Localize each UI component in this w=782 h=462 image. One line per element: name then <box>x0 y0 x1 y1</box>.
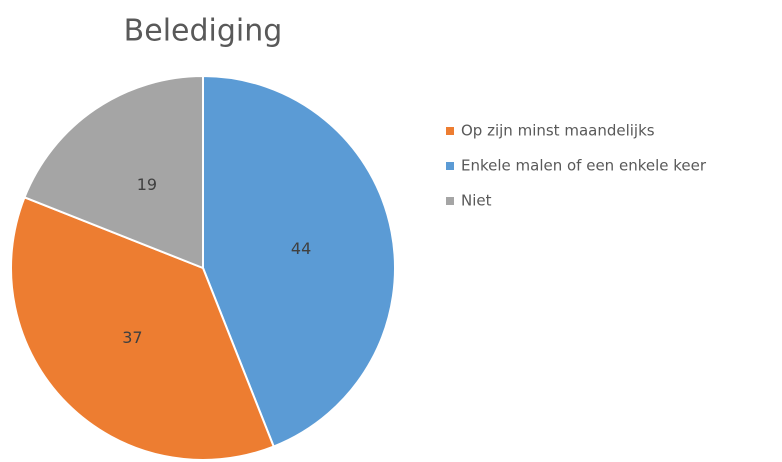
legend-swatch <box>446 197 454 205</box>
legend-label: Niet <box>461 192 492 210</box>
pie-slice <box>10 196 275 461</box>
pie-slice <box>202 74 396 448</box>
legend-swatch <box>446 162 454 170</box>
legend-label: Op zijn minst maandelijks <box>461 122 655 140</box>
chart-title: Belediging <box>124 14 283 49</box>
legend-swatch <box>446 127 454 135</box>
legend-label: Enkele malen of een enkele keer <box>461 157 707 175</box>
data-label: 44 <box>291 239 311 258</box>
data-label: 19 <box>137 175 157 194</box>
pie-slice <box>23 74 204 270</box>
data-label: 37 <box>122 328 142 347</box>
